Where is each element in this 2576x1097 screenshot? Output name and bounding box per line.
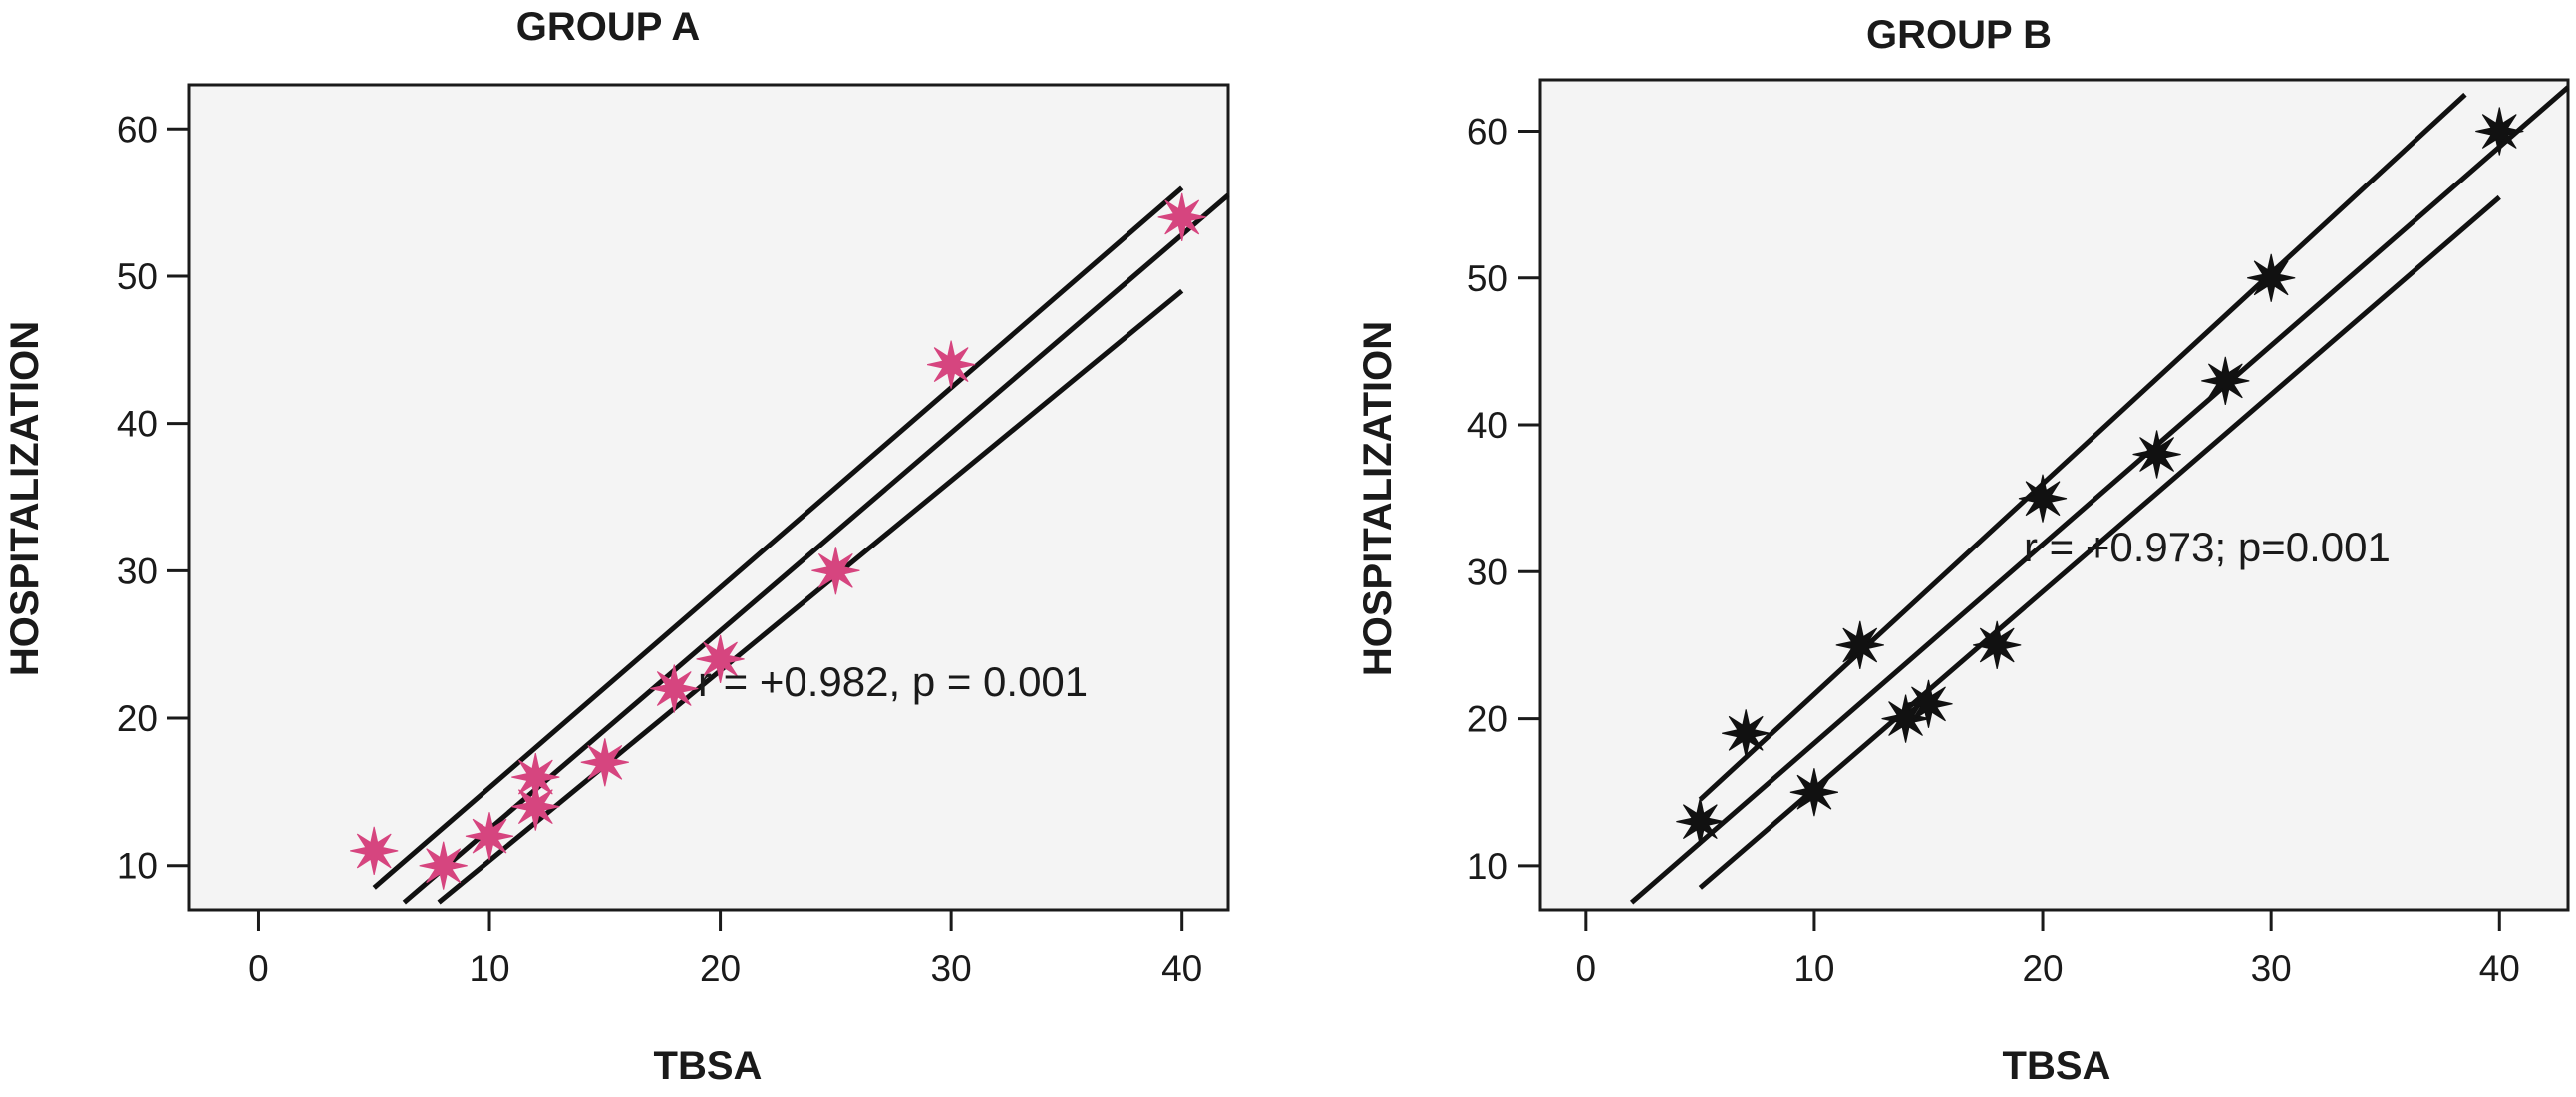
chart-group-b: GROUP B 0 10 20 30 40 10 20 30 40 50 60 r = +0.97… bbox=[1356, 13, 2570, 1088]
y-tick-label: 10 bbox=[117, 846, 158, 887]
chart-title: GROUP A bbox=[516, 5, 700, 49]
data-point bbox=[1835, 620, 1884, 670]
y-tick-label: 40 bbox=[1467, 405, 1508, 446]
data-point bbox=[650, 664, 699, 713]
regression-lines bbox=[1630, 85, 2570, 905]
chart-title: GROUP B bbox=[1866, 13, 2052, 57]
line-fit bbox=[1630, 85, 2570, 905]
chart-group-a: GROUP A 0 10 20 30 40 10 20 30 40 50 60 r = +0.98… bbox=[3, 5, 1230, 1088]
x-axis-label: TBSA bbox=[2003, 1044, 2111, 1088]
y-tick-label: 60 bbox=[117, 109, 158, 150]
data-point bbox=[1676, 797, 1725, 846]
y-tick-label: 20 bbox=[117, 698, 158, 739]
x-tick-label: 30 bbox=[931, 948, 972, 989]
data-point bbox=[1904, 679, 1953, 728]
data-point bbox=[811, 547, 860, 595]
data-point bbox=[1157, 192, 1206, 242]
data-point bbox=[511, 782, 560, 831]
line-lower-confidence bbox=[1698, 194, 2501, 890]
data-point bbox=[350, 826, 399, 876]
x-tick-label: 10 bbox=[469, 948, 509, 989]
data-points bbox=[1676, 107, 2524, 846]
x-tick-label: 40 bbox=[2479, 948, 2520, 989]
y-tick-label: 30 bbox=[1467, 551, 1508, 592]
y-tick-label: 50 bbox=[117, 256, 158, 297]
y-axis-label: HOSPITALIZATION bbox=[3, 321, 47, 676]
data-point bbox=[2201, 356, 2250, 406]
x-axis-label: TBSA bbox=[654, 1044, 763, 1088]
plot-area bbox=[1538, 78, 2570, 912]
x-tick-label: 20 bbox=[2022, 948, 2063, 989]
data-point bbox=[1973, 620, 2022, 670]
y-tick-label: 20 bbox=[1467, 699, 1508, 740]
x-tick-label: 0 bbox=[248, 948, 269, 989]
y-tick-label: 10 bbox=[1467, 846, 1508, 887]
correlation-annotation: r = +0.973; p=0.001 bbox=[2024, 524, 2391, 570]
data-point bbox=[2018, 474, 2068, 523]
data-point bbox=[2247, 253, 2296, 302]
data-point bbox=[1789, 768, 1839, 817]
correlation-annotation: r = +0.982, p = 0.001 bbox=[698, 658, 1088, 705]
y-tick-label: 50 bbox=[1467, 258, 1508, 299]
x-tick-label: 0 bbox=[1576, 948, 1597, 989]
data-point bbox=[419, 841, 468, 890]
data-point bbox=[926, 340, 976, 389]
data-point bbox=[2132, 430, 2181, 479]
line-upper-confidence bbox=[372, 185, 1184, 890]
y-axis: 10 20 30 40 50 60 bbox=[117, 109, 189, 887]
x-tick-label: 40 bbox=[1161, 948, 1202, 989]
line-lower-confidence bbox=[437, 288, 1184, 905]
x-tick-label: 20 bbox=[700, 948, 741, 989]
y-tick-label: 40 bbox=[117, 404, 158, 445]
y-tick-label: 30 bbox=[117, 550, 158, 591]
line-upper-confidence bbox=[1698, 92, 2467, 802]
plot-area bbox=[187, 83, 1230, 912]
x-tick-label: 30 bbox=[2251, 948, 2292, 989]
y-axis: 10 20 30 40 50 60 bbox=[1467, 112, 1540, 887]
x-tick-label: 10 bbox=[1793, 948, 1834, 989]
data-point bbox=[465, 812, 514, 861]
y-axis-label: HOSPITALIZATION bbox=[1356, 321, 1400, 676]
x-axis: 0 10 20 30 40 bbox=[1576, 910, 2520, 989]
data-point bbox=[2475, 107, 2524, 156]
data-point bbox=[696, 634, 745, 684]
y-tick-label: 60 bbox=[1467, 112, 1508, 153]
data-point bbox=[580, 738, 629, 787]
data-point bbox=[1722, 709, 1771, 758]
data-points bbox=[350, 192, 1206, 890]
x-axis: 0 10 20 30 40 bbox=[248, 910, 1202, 989]
